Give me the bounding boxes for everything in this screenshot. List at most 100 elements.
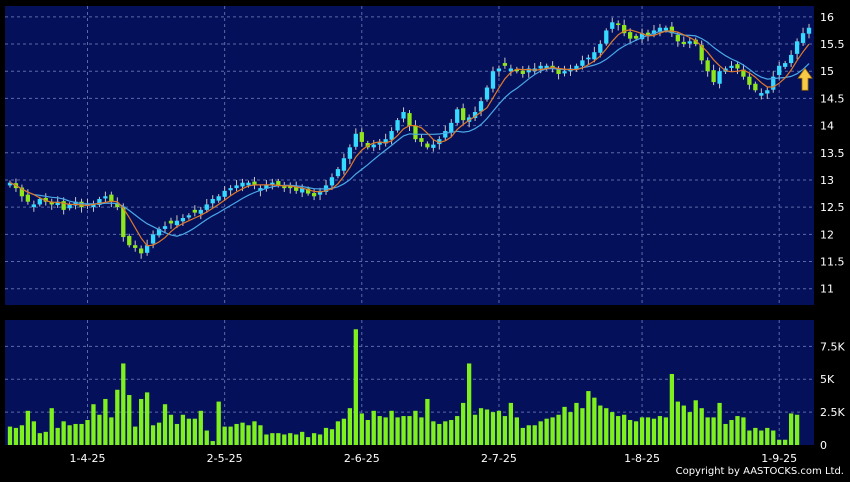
volume-bar (741, 417, 746, 445)
candle-body (747, 76, 752, 85)
candle-body (192, 209, 197, 213)
candle-body (377, 141, 382, 145)
volume-bar (693, 400, 698, 445)
volume-bar (335, 421, 341, 445)
volume-y-tick-label: 0 (820, 439, 827, 452)
volume-bar (681, 405, 686, 445)
volume-bar (401, 416, 406, 445)
volume-bar (73, 423, 78, 445)
candle-body (538, 65, 543, 69)
volume-bar (705, 417, 710, 445)
candle-body (586, 57, 591, 60)
candle-body (389, 131, 394, 140)
x-tick-label: 1-4-25 (70, 452, 106, 465)
volume-bar (753, 427, 758, 445)
volume-bar (7, 426, 13, 445)
volume-bar (568, 412, 573, 445)
volume-bar (759, 430, 764, 445)
volume-bar (461, 402, 466, 445)
candle-body (407, 113, 412, 126)
candle-body (639, 33, 645, 40)
candle-body (765, 90, 770, 94)
candle-body (788, 54, 794, 64)
candle-body (276, 181, 281, 186)
candle-body (490, 71, 496, 89)
candle-body (264, 185, 269, 189)
candle-body (556, 69, 561, 74)
volume-bar (639, 417, 645, 445)
candle-body (25, 194, 31, 202)
volume-bar (180, 414, 186, 445)
volume-bar (55, 427, 60, 445)
candle-body (103, 196, 108, 199)
candle-body (383, 139, 388, 144)
volume-bar (270, 433, 275, 445)
candle-body (168, 220, 174, 224)
candle-body (252, 181, 257, 186)
volume-bar (317, 434, 323, 445)
volume-bar (687, 412, 692, 445)
volume-bar (252, 421, 257, 445)
volume-bar (43, 431, 48, 445)
volume-bar (156, 422, 162, 445)
candle-body (228, 188, 233, 191)
volume-bar (765, 427, 770, 445)
volume-bar (466, 363, 472, 445)
candle-body (115, 202, 120, 208)
candle-body (425, 143, 430, 148)
volume-bar (747, 430, 752, 445)
candle-body (222, 190, 227, 197)
volume-bar (580, 408, 585, 445)
candle-body (663, 27, 669, 31)
candle-body (31, 204, 36, 208)
volume-bar (472, 414, 478, 445)
candle-body (687, 41, 692, 44)
volume-bar (341, 418, 347, 445)
price-y-tick-label: 11.5 (820, 256, 845, 269)
candle-body (413, 125, 418, 140)
candle-body (783, 63, 788, 67)
price-panel-bg (5, 6, 814, 305)
candle-body (401, 112, 406, 119)
volume-bar (228, 426, 233, 445)
candle-body (741, 69, 746, 77)
volume-bar (604, 408, 609, 445)
candle-body (395, 120, 400, 131)
volume-bar (365, 420, 370, 445)
volume-bar (389, 410, 394, 445)
candle-body (699, 45, 704, 61)
volume-bar (91, 404, 96, 445)
volume-bar (162, 404, 168, 445)
volume-bar (443, 421, 448, 445)
volume-bar (669, 373, 675, 445)
x-tick-label: 2-7-25 (481, 452, 517, 465)
candle-body (526, 68, 531, 73)
candle-body (711, 70, 716, 83)
volume-bar (168, 414, 174, 445)
candle-body (91, 204, 96, 208)
volume-bar (264, 434, 269, 445)
volume-bar (258, 425, 263, 445)
volume-bar (663, 417, 669, 445)
candle-body (7, 182, 13, 186)
volume-bar (532, 425, 537, 445)
volume-bar (586, 391, 591, 445)
price-y-tick-label: 16 (820, 11, 834, 24)
volume-bar (592, 397, 597, 445)
candle-body (300, 188, 305, 193)
candle-body (431, 144, 436, 148)
candle-body (305, 188, 311, 194)
price-y-tick-label: 13 (820, 174, 834, 187)
volume-bar (550, 417, 555, 445)
candle-body (139, 248, 144, 254)
volume-bar (717, 402, 722, 445)
volume-bar (49, 408, 54, 445)
volume-bar (484, 409, 490, 445)
candle-body (651, 30, 657, 35)
volume-bar (377, 416, 382, 445)
volume-bar (13, 427, 19, 445)
volume-bar (455, 416, 460, 445)
volume-bar (622, 414, 627, 445)
volume-bar (347, 408, 353, 445)
